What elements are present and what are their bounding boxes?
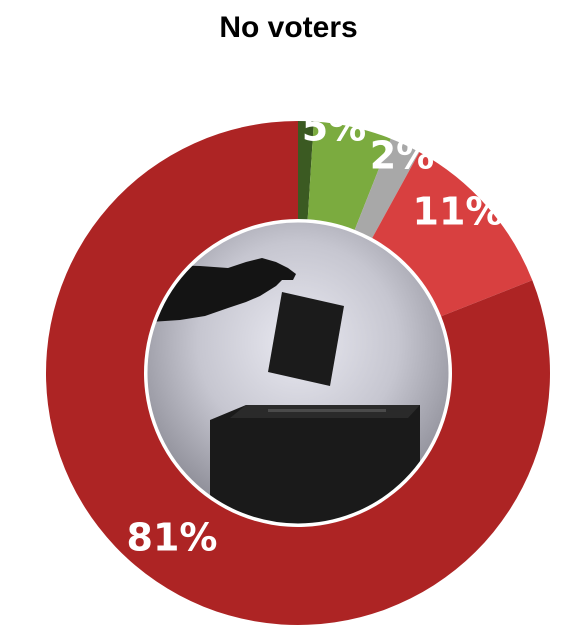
chart-labels: 5%2% 11% 81% (127, 106, 504, 560)
slice-11pct (372, 152, 533, 317)
slice-label-2pct: 2% (370, 134, 435, 178)
slice-5pct (307, 121, 391, 230)
slice-2pct (354, 138, 420, 239)
chart-title: No voters (219, 11, 358, 44)
inner-ring-border (144, 219, 452, 527)
slice-label-11pct: 11% (413, 190, 504, 234)
chart-slices (45, 121, 550, 625)
slice-label-5pct: 5% (302, 106, 367, 150)
slice-81pct (45, 121, 550, 625)
slice-label-81pct: 81% (127, 516, 218, 560)
slice-small-0 (298, 121, 314, 220)
